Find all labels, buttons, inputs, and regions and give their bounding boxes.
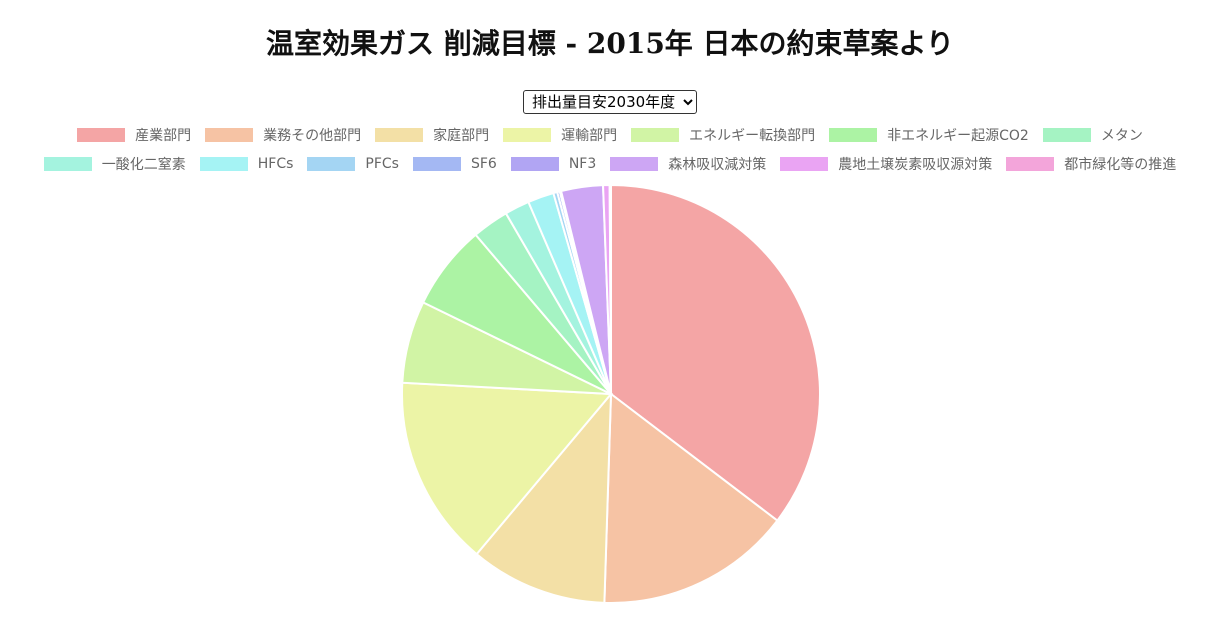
legend-label: HFCs bbox=[257, 156, 294, 172]
legend-item[interactable]: 森林吸収減対策 bbox=[610, 154, 766, 174]
chart-title: 温室効果ガス 削減目標 - 2015年 日本の約束草案より bbox=[266, 27, 954, 60]
legend-item[interactable]: 都市緑化等の推進 bbox=[1006, 154, 1176, 174]
legend-swatch bbox=[307, 157, 356, 171]
selector-wrap: 排出量目安2030年度 bbox=[0, 90, 1220, 114]
pie-slice[interactable] bbox=[603, 392, 779, 604]
legend-item[interactable]: 一酸化二窒素 bbox=[43, 154, 186, 174]
legend-item[interactable]: メタン bbox=[1042, 125, 1143, 145]
legend-label: PFCs bbox=[365, 156, 399, 172]
legend-label: 家庭部門 bbox=[433, 128, 490, 144]
legend-label: 業務その他部門 bbox=[263, 128, 362, 144]
legend-swatch bbox=[503, 128, 552, 142]
legend-label: 一酸化二窒素 bbox=[101, 157, 186, 173]
legend-swatch bbox=[780, 157, 829, 171]
legend-row: 産業部門 業務その他部門 家庭部門 運輸部門 エネルギー転換部門 非エネルギー起源CO2 メ… bbox=[0, 125, 1220, 145]
legend-item[interactable]: 産業部門 bbox=[77, 125, 191, 145]
legend-item[interactable]: 運輸部門 bbox=[503, 125, 617, 145]
legend-swatch bbox=[631, 128, 680, 142]
legend-item[interactable]: HFCs bbox=[199, 154, 294, 174]
legend-swatch bbox=[43, 157, 92, 171]
legend-label: 産業部門 bbox=[135, 128, 192, 144]
legend-swatch bbox=[1006, 157, 1055, 171]
legend-swatch bbox=[375, 128, 424, 142]
legend-item[interactable]: 非エネルギー起源CO2 bbox=[829, 125, 1029, 145]
legend-swatch bbox=[77, 128, 126, 142]
period-select[interactable]: 排出量目安2030年度 bbox=[523, 90, 697, 114]
legend-item[interactable]: 業務その他部門 bbox=[205, 125, 361, 145]
legend-label: 都市緑化等の推進 bbox=[1064, 157, 1177, 173]
legend-swatch bbox=[412, 157, 461, 171]
pie-slice[interactable] bbox=[610, 183, 821, 522]
legend-item[interactable]: エネルギー転換部門 bbox=[631, 125, 815, 145]
legend-item[interactable]: 家庭部門 bbox=[375, 125, 489, 145]
legend-label: 森林吸収減対策 bbox=[668, 157, 767, 173]
legend-swatch bbox=[1042, 128, 1091, 142]
legend-label: メタン bbox=[1100, 128, 1143, 144]
legend-swatch bbox=[205, 128, 254, 142]
pie-slice[interactable] bbox=[608, 183, 612, 395]
legend-item[interactable]: 農地土壌炭素吸収源対策 bbox=[780, 154, 992, 174]
legend-label: SF6 bbox=[470, 156, 497, 172]
legend-label: NF3 bbox=[568, 156, 597, 172]
legend-item[interactable]: NF3 bbox=[510, 154, 597, 174]
legend-swatch bbox=[610, 157, 659, 171]
legend-label: 非エネルギー起源CO2 bbox=[887, 128, 1029, 144]
pie-slice[interactable] bbox=[475, 391, 613, 604]
legend-swatch bbox=[510, 157, 559, 171]
pie-slice[interactable] bbox=[400, 381, 614, 556]
legend-row: 一酸化二窒素 HFCs PFCs SF6 NF3 森林吸収減対策 農地土壌炭素吸収源対策 都市… bbox=[0, 154, 1220, 174]
legend-label: 運輸部門 bbox=[561, 128, 618, 144]
legend-swatch bbox=[829, 128, 878, 142]
legend-label: エネルギー転換部門 bbox=[689, 128, 816, 144]
legend-item[interactable]: SF6 bbox=[412, 154, 497, 174]
legend-item[interactable]: PFCs bbox=[307, 154, 399, 174]
legend-swatch bbox=[199, 157, 248, 171]
legend-label: 農地土壌炭素吸収源対策 bbox=[838, 157, 993, 173]
